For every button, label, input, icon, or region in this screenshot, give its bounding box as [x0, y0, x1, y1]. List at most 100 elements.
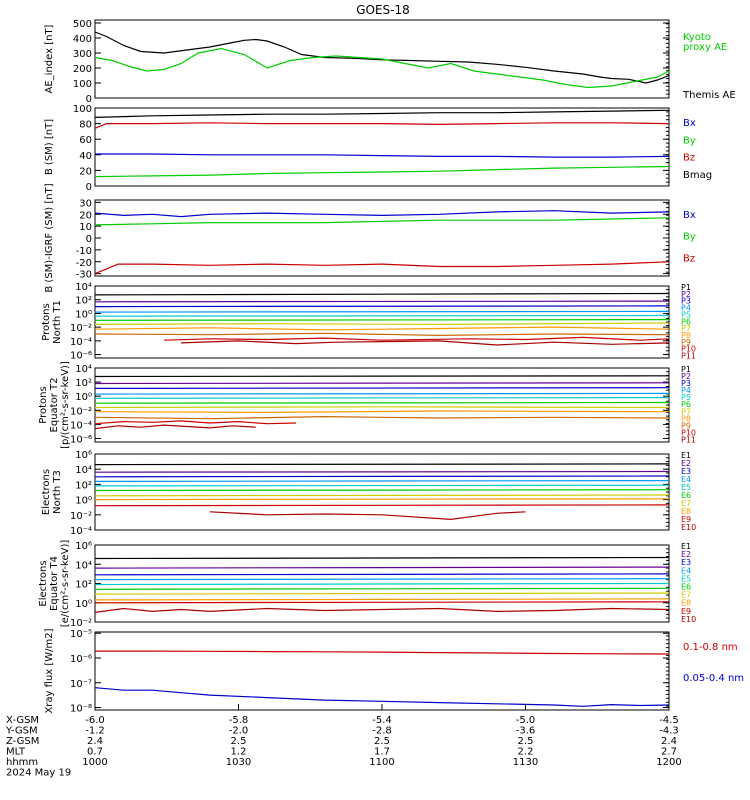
series-line-P10: [94, 420, 296, 425]
series-line-P9: [94, 415, 670, 420]
series-line-E7: [94, 592, 670, 595]
y-tick-label: 10⁴: [75, 465, 92, 476]
y-tick-label: 80: [79, 120, 92, 131]
legend-entry: P11: [681, 352, 696, 361]
legend-entry: P9: [681, 421, 691, 430]
y-tick-label: 0: [86, 94, 92, 105]
legend-entry: P3: [681, 297, 691, 306]
series-line-Bx: [95, 153, 670, 158]
y-tick-label: 10⁻⁶: [70, 351, 92, 362]
series-line-By: [94, 217, 670, 226]
y-tick-label: 10⁻⁴: [70, 420, 92, 431]
legend-entry: P4: [681, 304, 691, 313]
legend-entry: P10: [681, 428, 696, 437]
x-row-value: 2.2: [518, 747, 534, 758]
y-tick-label: 10⁻²: [70, 618, 92, 629]
x-row-value: 2.7: [661, 747, 677, 758]
x-row-value: 1030: [226, 757, 251, 768]
panel-frame: [94, 453, 670, 531]
series-line-P6: [94, 401, 670, 404]
series-line-P1: [94, 375, 670, 378]
x-row-value: -2.0: [229, 726, 249, 737]
x-row-value: 1.7: [374, 747, 390, 758]
series-line-P5: [94, 314, 670, 317]
legend-entry: P1: [681, 283, 691, 292]
x-row-label: Z-GSM: [6, 736, 39, 747]
x-row-value: -3.6: [516, 726, 536, 737]
series-line-E4: [94, 578, 670, 581]
panel-electrons_t4: 10⁶ 10⁴ 10² 10⁰ 10⁻² Electrons Equator T4 [e/(c…: [38, 540, 696, 629]
legend-entry: P4: [681, 386, 691, 395]
series-line-E2: [94, 470, 670, 473]
panel-ae: 0 100 200 300 400 500 AE_index [nT] Kyotoproxy …: [44, 19, 736, 105]
y-axis-label: Protons: [41, 303, 52, 340]
x-row-value: -5.8: [229, 715, 249, 726]
x-row-value: 1100: [369, 757, 394, 768]
series-line-E1: [94, 463, 670, 466]
series-line-E1: [94, 556, 670, 560]
legend-entry: P5: [681, 310, 691, 319]
legend-entry: P3: [681, 379, 691, 388]
series-line-E3: [94, 475, 670, 478]
series-line-E7: [94, 494, 670, 497]
series-line-E6: [94, 489, 670, 492]
x-row-value: 1130: [513, 757, 538, 768]
x-row-value: 0.7: [87, 747, 103, 758]
legend-entry: Bmag: [683, 170, 712, 181]
y-tick-label: 10⁴: [75, 364, 92, 375]
legend-entry: E8: [681, 507, 691, 516]
series-line-E10: [94, 607, 670, 613]
legend-entry: Bz: [683, 153, 695, 164]
series-line-P4: [94, 310, 670, 313]
series-line-P7: [94, 406, 670, 409]
legend-entry: E6: [681, 583, 691, 592]
legend-entry: E6: [681, 491, 691, 500]
date-label: 2024 May 19: [6, 768, 71, 779]
legend-entry: E10: [681, 523, 696, 532]
legend-entry: E3: [681, 558, 691, 567]
legend-entry: Bz: [683, 253, 695, 264]
y-axis-label: AE_index [nT]: [44, 24, 55, 93]
y-tick-label: 500: [73, 19, 92, 30]
legend-entry: Bx: [683, 210, 696, 221]
series-line-Bz: [94, 122, 670, 129]
y-tick-label: 10⁻²: [70, 406, 92, 417]
y-tick-label: 30: [79, 198, 92, 209]
panel-protons_t1: 10⁴ 10² 10⁰ 10⁻² 10⁻⁴ 10⁻⁶ Protons North T1 P1P2…: [41, 282, 696, 362]
series-line-0.05-0.4-nm: [94, 687, 670, 707]
y-tick-label: 400: [73, 34, 92, 45]
legend-entry: P6: [681, 317, 691, 326]
legend-entry: P11: [681, 435, 696, 444]
x-row-value: 2.5: [231, 736, 247, 747]
y-tick-label: 20: [79, 210, 92, 221]
series-line-E2: [94, 566, 670, 569]
y-tick-label: 10⁻⁵: [70, 629, 92, 640]
chart-title: GOES-18: [356, 3, 410, 17]
x-row-value: 2.4: [87, 736, 103, 747]
series-line-E8: [94, 598, 670, 601]
legend-entry: E2: [681, 459, 691, 468]
legend-entry: Bx: [683, 118, 696, 129]
x-row-value: 2.4: [661, 736, 677, 747]
panel-frame: [94, 285, 670, 359]
panel-frame: [94, 367, 670, 443]
y-tick-label: 10⁰: [75, 392, 92, 403]
y-axis-label: Electrons: [41, 469, 52, 515]
x-row-label: Y-GSM: [5, 726, 38, 737]
series-line-P10: [163, 336, 670, 341]
series-line-P5: [94, 397, 670, 399]
panel-frame: [94, 631, 670, 711]
series-line-P8: [94, 326, 670, 331]
y-tick-label: 200: [73, 64, 92, 75]
x-row-value: 1000: [82, 757, 107, 768]
x-row-value: -5.0: [516, 715, 536, 726]
y-tick-label: 10⁰: [75, 599, 92, 610]
y-tick-label: 300: [73, 49, 92, 60]
series-line-P4: [94, 392, 670, 395]
y-tick-label: 10²: [75, 378, 92, 389]
legend-entry: By: [683, 232, 696, 243]
legend-entry: P7: [681, 324, 691, 333]
legend-entry: Themis AE: [682, 90, 736, 101]
y-tick-label: 10⁶: [75, 450, 92, 461]
